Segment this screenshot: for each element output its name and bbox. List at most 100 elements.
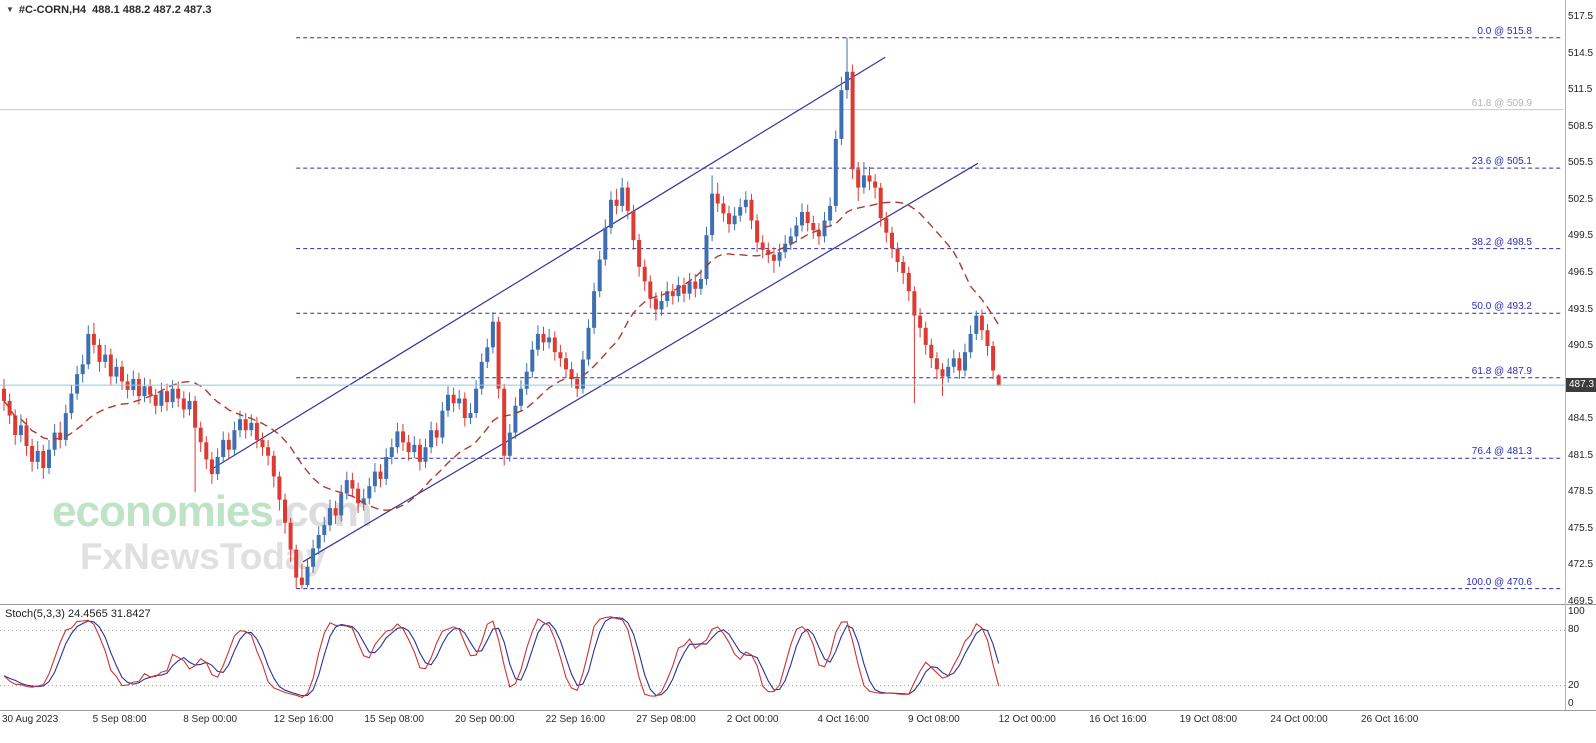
price-axis[interactable]: 517.5 514.5 511.5 508.5 505.5 502.5 499.5 496.5…: [1568, 0, 1596, 607]
candle-body: [198, 427, 203, 443]
candle-body: [788, 236, 793, 244]
candle-body: [288, 522, 293, 550]
candle-body: [524, 371, 529, 389]
candle-body: [181, 398, 186, 410]
candle-body: [816, 230, 821, 237]
candle-body: [299, 577, 304, 585]
candle-body: [97, 344, 102, 362]
candle-body: [597, 259, 602, 292]
candle-body: [530, 349, 535, 372]
candle-body: [934, 358, 939, 370]
candle-body: [209, 459, 214, 474]
time-axis[interactable]: 30 Aug 2023 5 Sep 08:00 8 Sep 00:00 12 Sep …: [0, 712, 1596, 742]
indicator-main-value: 24.4565: [67, 608, 108, 620]
indicator-axis-label: 100: [1568, 606, 1585, 617]
trend-channel-line[interactable]: [209, 56, 886, 471]
candle-body: [103, 354, 108, 362]
candle-body: [496, 321, 501, 389]
candle-body: [586, 327, 591, 360]
candle-body: [642, 266, 647, 282]
candle-body: [490, 321, 495, 348]
candle-body: [322, 525, 327, 535]
candle-body: [2, 388, 6, 401]
candle-body: [867, 175, 872, 182]
candle-body: [429, 430, 434, 448]
candle-body: [828, 205, 833, 221]
candle-body: [91, 333, 96, 345]
candle-body: [120, 366, 124, 382]
candle-body: [13, 415, 18, 435]
candle-body: [18, 425, 23, 436]
candle-body: [423, 447, 428, 462]
stoch-main-line: [3, 616, 1000, 699]
ohlc-values: 488.1 488.2 487.2 487.3: [92, 4, 212, 16]
price-axis-label: 475.5: [1568, 522, 1594, 534]
symbol-name: #C-CORN,H4: [18, 4, 87, 16]
time-axis-label: 30 Aug 2023: [2, 714, 59, 725]
candle-body: [620, 187, 625, 206]
candle-body: [153, 394, 158, 406]
candle-body: [108, 354, 113, 377]
candle-body: [226, 439, 231, 450]
candle-body: [142, 386, 147, 397]
candle-body: [412, 444, 417, 453]
candle-body: [243, 419, 248, 431]
candle-body: [378, 471, 383, 479]
symbol-dropdown-icon[interactable]: ▼: [6, 5, 14, 14]
watermark-brand-name: economies: [52, 487, 274, 536]
chart-indicator-separator[interactable]: [0, 604, 1596, 605]
candle-body: [344, 480, 349, 494]
candle-body: [732, 215, 737, 225]
candle-body: [856, 169, 861, 188]
candle-body: [698, 279, 703, 289]
candle-body: [80, 364, 85, 375]
moving-average-line[interactable]: [3, 201, 1000, 511]
candle-body: [665, 291, 670, 301]
candle-body: [979, 315, 984, 331]
candle-body: [7, 400, 12, 416]
candle-body: [462, 398, 467, 418]
price-axis-label: 478.5: [1568, 486, 1594, 498]
watermark-brand: economies.com: [52, 487, 373, 536]
candle-body: [86, 333, 91, 365]
candle-body: [176, 388, 181, 399]
candle-body: [148, 386, 153, 395]
candle-body: [878, 187, 883, 219]
candle-body: [575, 379, 580, 389]
candle-body: [991, 346, 996, 371]
candle-body: [974, 315, 979, 334]
time-axis-label: 22 Sep 16:00: [545, 714, 606, 725]
candle-body: [468, 413, 473, 418]
candle-body: [507, 432, 512, 456]
candle-body: [389, 447, 394, 457]
trend-channel-line[interactable]: [302, 162, 979, 563]
time-axis-label: 4 Oct 16:00: [817, 714, 870, 725]
time-axis-label: 19 Oct 08:00: [1179, 714, 1238, 725]
candle-body: [165, 391, 169, 403]
time-axis-label: 20 Sep 00:00: [455, 714, 515, 725]
candle-body: [69, 393, 74, 414]
time-axis-label: 27 Sep 08:00: [636, 714, 696, 725]
stoch-signal-line: [3, 617, 1000, 697]
candle-body: [58, 432, 63, 440]
candle-body: [912, 291, 917, 316]
candle-body: [232, 430, 237, 450]
candle-body: [631, 210, 636, 241]
indicator-axis[interactable]: 100 80 20 0: [1568, 604, 1596, 710]
time-axis-label: 12 Sep 16:00: [273, 714, 334, 725]
candle-body: [457, 398, 462, 404]
candle-body: [569, 369, 574, 379]
candle-body: [283, 499, 287, 523]
time-axis-label: 26 Oct 16:00: [1361, 714, 1419, 725]
candle-body: [328, 508, 332, 526]
price-axis-label: 514.5: [1568, 47, 1594, 59]
candle-body: [637, 240, 642, 267]
candle-body: [24, 425, 29, 446]
candle-body: [41, 450, 46, 468]
current-price-badge: 487.3: [1566, 378, 1596, 393]
price-axis-label: 481.5: [1568, 449, 1594, 461]
axis-separator: [1565, 0, 1566, 710]
candle-body: [580, 359, 585, 389]
